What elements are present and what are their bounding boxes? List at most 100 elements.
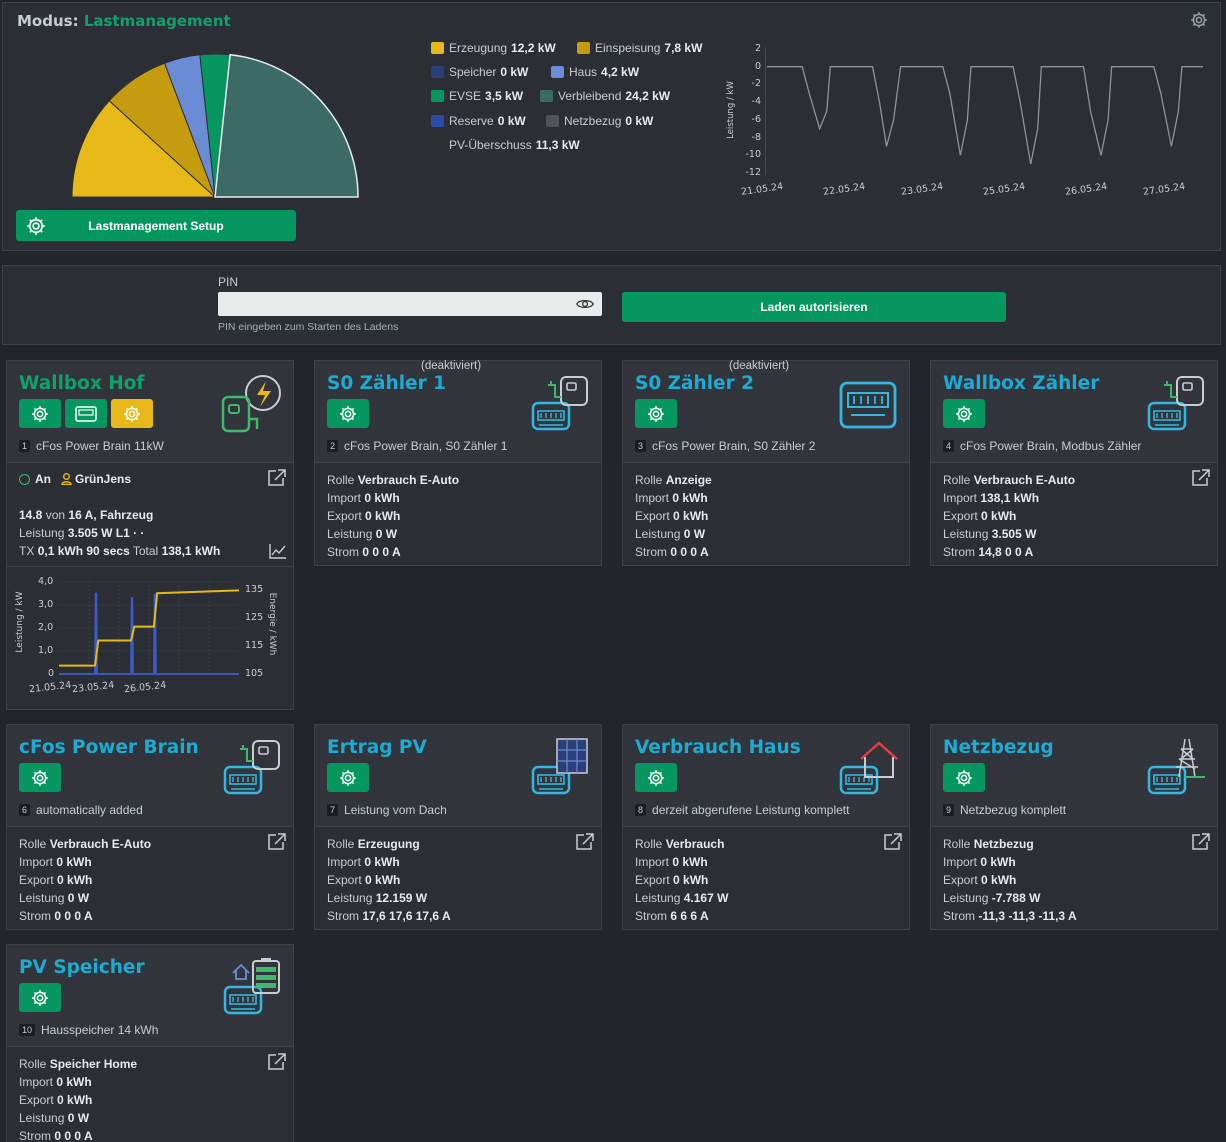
tx-value: 0,1 kWh 90 secs	[37, 544, 130, 558]
card-row-leistung: Leistung 0 W	[327, 525, 589, 543]
card-row-strom: Strom 0 0 0 A	[19, 1127, 281, 1142]
card-title[interactable]: Wallbox Zähler	[943, 373, 1100, 394]
card-title[interactable]: cFos Power Brain	[19, 737, 199, 758]
row-value: 0 kWh	[364, 855, 400, 869]
card-buttons	[327, 399, 369, 428]
row-value: 0 kWh	[56, 1075, 92, 1089]
card-row-strom: Strom 14,8 0 0 A	[943, 543, 1205, 561]
row-label: Leistung	[635, 891, 681, 905]
current-max: 16 A, Fahrzeug	[68, 508, 154, 522]
gear-icon	[340, 769, 356, 786]
settings-button[interactable]	[19, 399, 61, 428]
row-label: Export	[943, 509, 978, 523]
card-header: Wallbox Hof 1 cFos Power Brain 11kW	[7, 361, 293, 463]
device-card-ertrag-pv: Ertrag PV 7 Leistung vom Dach Rolle Erzeugu…	[314, 724, 602, 930]
chart-icon[interactable]	[269, 543, 287, 559]
y-tick-label: 2,0	[38, 622, 54, 633]
card-row-strom: Strom -11,3 -11,3 -11,3 A	[943, 907, 1205, 925]
row-value: Verbrauch E-Auto	[973, 473, 1076, 487]
row-label: Leistung	[327, 891, 373, 905]
pin-label: PIN	[218, 275, 239, 289]
mode-label: Modus:	[17, 12, 79, 30]
external-link-icon[interactable]	[267, 1053, 287, 1071]
row-label: Import	[19, 855, 54, 869]
card-row-import: Import 0 kWh	[327, 489, 589, 507]
user-name[interactable]: GrünJens	[75, 472, 132, 486]
mode-value[interactable]: Lastmanagement	[83, 12, 231, 30]
power-line: Leistung 3.505 W L1 · ·	[19, 524, 281, 542]
authorize-charging-button[interactable]: Laden autorisieren	[622, 292, 1006, 322]
meter-button[interactable]	[65, 399, 107, 428]
gear-icon	[32, 405, 48, 422]
legend-label: EVSE	[449, 89, 482, 103]
settings-button[interactable]	[943, 399, 985, 428]
card-title[interactable]: Verbrauch Haus	[635, 737, 801, 758]
settings-button[interactable]	[943, 763, 985, 792]
row-label: Strom	[19, 909, 52, 923]
settings-button[interactable]	[19, 983, 61, 1012]
card-row-leistung: Leistung 4.167 W	[635, 889, 897, 907]
external-link-icon[interactable]	[1191, 833, 1211, 851]
card-row-strom: Strom 17,6 17,6 17,6 A	[327, 907, 589, 925]
row-label: Rolle	[19, 837, 47, 851]
card-title[interactable]: PV Speicher	[19, 957, 145, 978]
tx-label: TX	[19, 544, 35, 558]
external-link-icon[interactable]	[883, 833, 903, 851]
card-row-export: Export 0 kWh	[943, 871, 1205, 889]
row-label: Import	[327, 491, 362, 505]
device-card-wallbox-hof: Wallbox Hof 1 cFos Power Brain 11kW An Gr…	[6, 360, 294, 710]
device-meter-icon	[835, 737, 899, 802]
external-link-icon[interactable]	[1191, 469, 1211, 487]
card-row-rolle: Rolle Anzeige	[635, 471, 897, 489]
y-tick-label: 4,0	[38, 576, 54, 587]
row-value: Anzeige	[665, 473, 712, 487]
row-value: 138,1 kWh	[980, 491, 1040, 505]
external-link-icon[interactable]	[267, 469, 287, 487]
gear-icon	[27, 217, 45, 235]
card-title[interactable]: Ertrag PV	[327, 737, 427, 758]
legend-swatch	[577, 42, 590, 54]
settings-button[interactable]	[19, 763, 61, 792]
card-header: PV Speicher 10 Hausspeicher 14 kWh	[7, 945, 293, 1047]
charging-settings-button[interactable]	[111, 399, 153, 428]
settings-button[interactable]	[635, 763, 677, 792]
card-title[interactable]: S0 Zähler 1	[327, 373, 447, 394]
row-value: 4.167 W	[683, 891, 729, 905]
row-value: Verbrauch E-Auto	[49, 837, 152, 851]
power-history-line	[767, 66, 1203, 165]
y-tick-label: -4	[751, 96, 761, 108]
device-card-verbrauch-haus: Verbrauch Haus 8 derzeit abgerufene Leistu…	[622, 724, 910, 930]
card-subtitle: 6 automatically added	[19, 803, 143, 817]
row-value: 14,8 0 0 A	[978, 545, 1034, 559]
row-label: Export	[327, 873, 362, 887]
settings-button[interactable]	[635, 399, 677, 428]
eye-icon[interactable]	[576, 297, 594, 311]
settings-button[interactable]	[327, 399, 369, 428]
settings-gear-icon[interactable]	[1190, 11, 1208, 29]
card-subtitle: 7 Leistung vom Dach	[327, 803, 447, 817]
pin-input[interactable]	[218, 292, 602, 316]
legend-value: 0 kW	[500, 65, 529, 79]
lastmanagement-setup-button[interactable]: Lastmanagement Setup	[16, 210, 296, 241]
row-label: Rolle	[635, 837, 663, 851]
legend-value: 12,2 kW	[511, 41, 556, 55]
row-label: Export	[327, 509, 362, 523]
row-label: Export	[635, 509, 670, 523]
device-meter-icon	[219, 737, 283, 802]
external-link-icon[interactable]	[575, 833, 595, 851]
card-title[interactable]: Netzbezug	[943, 737, 1054, 758]
external-link-icon[interactable]	[267, 833, 287, 851]
deactivated-note: (deaktiviert)	[421, 360, 482, 372]
x-tick-label: 22.05.24	[822, 181, 866, 198]
device-description: cFos Power Brain 11kW	[36, 439, 164, 453]
card-title[interactable]: S0 Zähler 2	[635, 373, 755, 394]
card-body: Rolle Anzeige Import 0 kWh Export 0 kWh Lei…	[623, 463, 909, 569]
x-tick-label: 23.05.24	[900, 181, 945, 198]
y-tick-label: -10	[745, 149, 761, 161]
energy-series-line	[59, 589, 239, 667]
settings-button[interactable]	[327, 763, 369, 792]
card-title[interactable]: Wallbox Hof	[19, 373, 145, 394]
card-subtitle: 3 cFos Power Brain, S0 Zähler 2	[635, 439, 815, 453]
user-icon	[61, 473, 72, 485]
row-label: Rolle	[327, 473, 355, 487]
